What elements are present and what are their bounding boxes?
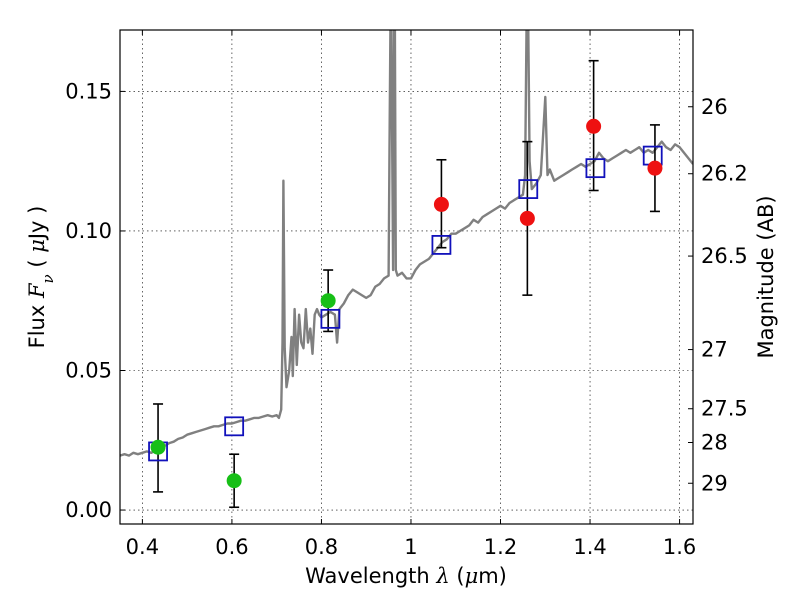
model-photometry-square — [585, 158, 606, 179]
red-data-point — [433, 196, 449, 212]
y-tick-label: 0.05 — [65, 358, 112, 382]
model-photometry-square — [518, 179, 539, 199]
y2-tick-label: 26.5 — [701, 244, 748, 268]
observed-photometry-layer — [150, 118, 663, 489]
grid — [120, 30, 693, 524]
model-photometry-square — [224, 416, 245, 437]
y-tick-label: 0.00 — [65, 498, 112, 522]
axis-ticks — [120, 30, 693, 524]
y2-tick-label: 26 — [701, 95, 728, 119]
model-spectrum-line — [120, 30, 693, 457]
y2-tick-label: 27 — [701, 338, 728, 362]
y2-tick-label: 28 — [701, 431, 728, 455]
y2-axis-label: Magnitude (AB) — [754, 195, 778, 358]
red-data-point — [647, 160, 663, 176]
y2-tick-label: 29 — [701, 471, 728, 495]
green-data-point — [226, 473, 242, 489]
x-tick-label: 0.6 — [215, 535, 248, 559]
model-spectrum-layer — [120, 30, 693, 457]
x-tick-label: 1.4 — [573, 535, 606, 559]
x-axis-label: Wavelength λ (μm) — [305, 564, 507, 588]
red-data-point — [586, 118, 602, 134]
plot-frame — [119, 29, 694, 525]
green-data-point — [150, 439, 166, 455]
tick-labels: 0.4 0.6 0.8 1 1.2 1.4 1.6 0.00 0.05 0.10 0.15 26 26.… — [65, 79, 748, 559]
y-axis-label: Flux Fν ( μJy ) — [25, 206, 57, 349]
model-photometry-square — [320, 308, 341, 329]
x-tick-label: 0.8 — [305, 535, 338, 559]
model-photometry-square — [431, 235, 452, 255]
y-tick-label: 0.15 — [65, 79, 112, 103]
x-tick-label: 1.2 — [484, 535, 517, 559]
red-data-point — [519, 210, 535, 226]
green-data-point — [320, 293, 336, 309]
x-tick-label: 1 — [404, 535, 417, 559]
x-tick-label: 1.6 — [663, 535, 696, 559]
y2-tick-label: 27.5 — [701, 397, 748, 421]
y-tick-label: 0.10 — [65, 219, 112, 243]
y2-tick-label: 26.2 — [701, 162, 748, 186]
x-tick-label: 0.4 — [126, 535, 159, 559]
